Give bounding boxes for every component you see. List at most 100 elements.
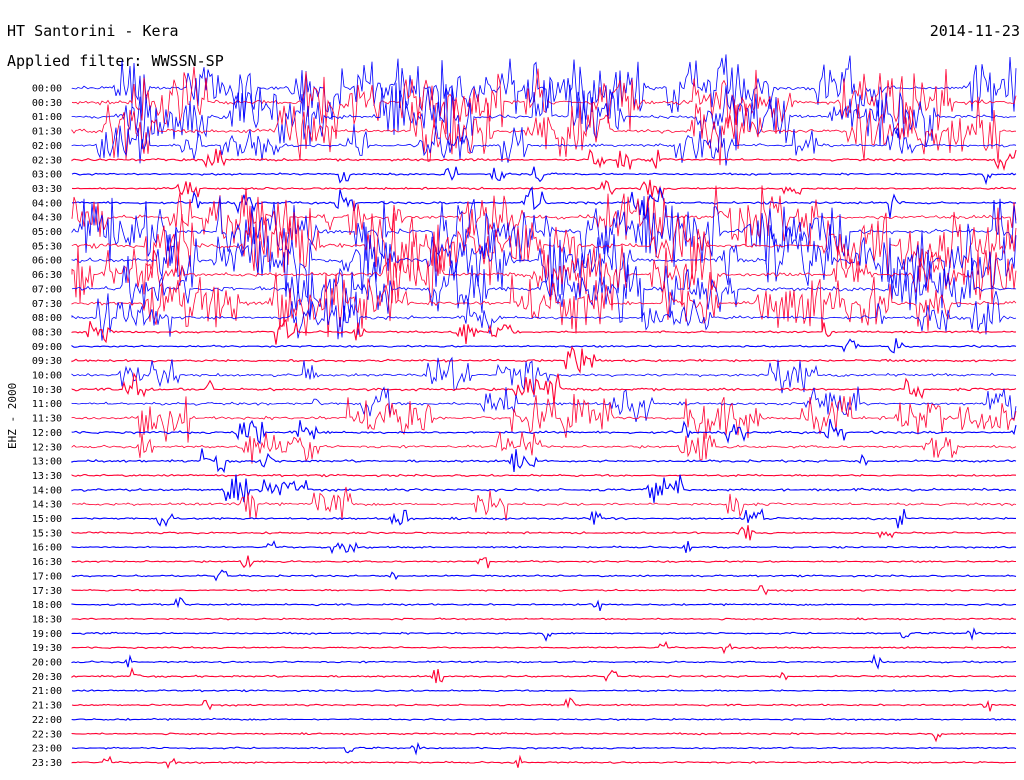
trace-line (71, 627, 1017, 642)
time-tick-label: 16:00 (32, 543, 62, 554)
trace-line (71, 54, 1017, 123)
trace-line (71, 486, 1017, 521)
trace-line (71, 585, 1017, 596)
trace-line (71, 474, 1017, 503)
trace-line (71, 653, 1017, 670)
time-tick-label: 04:30 (32, 213, 62, 224)
time-tick-label: 01:00 (32, 112, 62, 123)
trace-line (71, 386, 1017, 422)
time-tick-label: 13:30 (32, 471, 62, 482)
station-title: HT Santorini - Kera (7, 22, 179, 40)
trace-line (71, 372, 1017, 404)
trace-line (71, 507, 1016, 529)
trace-line (71, 473, 1017, 478)
trace-line (71, 448, 1017, 474)
time-tick-label: 20:30 (32, 672, 62, 683)
time-tick-label: 14:30 (32, 500, 62, 511)
trace-line (71, 431, 1017, 464)
trace-line (71, 697, 1017, 712)
time-tick-label: 13:00 (32, 457, 62, 468)
trace-line (71, 741, 1017, 756)
trace-line (71, 754, 1017, 770)
filter-prefix: Applied filter: (7, 52, 143, 70)
time-tick-label: 12:00 (32, 428, 62, 439)
trace-line (71, 196, 1017, 267)
time-tick-label: 05:30 (32, 241, 62, 252)
time-tick-label: 17:00 (32, 571, 62, 582)
time-tick-label: 15:30 (32, 528, 62, 539)
time-tick-label: 09:00 (32, 342, 62, 353)
time-tick-label: 03:00 (32, 170, 62, 181)
time-tick-label: 22:00 (32, 715, 62, 726)
trace-line (71, 271, 1017, 338)
time-tick-label: 12:30 (32, 442, 62, 453)
time-tick-label: 22:30 (32, 729, 62, 740)
trace-line (71, 338, 1017, 354)
time-tick-label: 19:30 (32, 643, 62, 654)
time-tick-label: 18:30 (32, 614, 62, 625)
time-tick-label: 23:30 (32, 758, 62, 769)
trace-line (71, 123, 1017, 166)
trace-line (71, 596, 1017, 612)
time-tick-label: 02:30 (32, 155, 62, 166)
trace-line (71, 318, 1017, 345)
trace-line (71, 205, 1017, 286)
trace-line (71, 666, 1017, 684)
trace-line (71, 617, 1016, 621)
trace-line (71, 290, 1017, 341)
trace-line (71, 731, 1016, 743)
time-tick-label: 21:30 (32, 701, 62, 712)
time-tick-label: 07:30 (32, 299, 62, 310)
time-tick-label: 09:30 (32, 356, 62, 367)
trace-line (71, 555, 1016, 569)
trace-line (71, 689, 1017, 693)
time-tick-label: 06:30 (32, 270, 62, 281)
time-tick-label: 08:30 (32, 327, 62, 338)
date-label: 2014-11-23 (929, 22, 1020, 40)
trace-line (71, 166, 1017, 186)
trace-line (71, 356, 1017, 398)
time-tick-label: 11:00 (32, 399, 62, 410)
trace-line (71, 717, 1017, 722)
trace-line (71, 640, 1017, 655)
trace-line (71, 255, 1017, 323)
time-tick-label: 05:00 (32, 227, 62, 238)
time-tick-label: 17:30 (32, 586, 62, 597)
time-tick-label: 01:30 (32, 127, 62, 138)
trace-line (71, 569, 1017, 582)
trace-line (71, 239, 1017, 311)
trace-line (71, 345, 1017, 374)
trace-line (71, 525, 1017, 541)
time-tick-label: 19:00 (32, 629, 62, 640)
trace-line (71, 185, 1017, 247)
time-tick-label: 16:30 (32, 557, 62, 568)
time-tick-label: 11:30 (32, 414, 62, 425)
filter-name: WWSSN-SP (151, 52, 224, 70)
time-tick-label: 23:00 (32, 744, 62, 755)
trace-line (71, 418, 1017, 445)
time-tick-label: 08:00 (32, 313, 62, 324)
time-tick-label: 02:00 (32, 141, 62, 152)
trace-line (71, 96, 1016, 166)
trace-line (71, 80, 1017, 151)
time-tick-label: 07:00 (32, 284, 62, 295)
trace-line (71, 66, 1017, 139)
time-tick-label: 18:00 (32, 600, 62, 611)
time-tick-label: 00:00 (32, 84, 62, 95)
time-tick-label: 03:30 (32, 184, 62, 195)
trace-line (71, 186, 1017, 221)
time-tick-label: 04:00 (32, 198, 62, 209)
time-tick-label: 21:00 (32, 686, 62, 697)
time-tick-label: 06:00 (32, 256, 62, 267)
seismogram-traces (71, 54, 1017, 770)
time-tick-label: 15:00 (32, 514, 62, 525)
trace-line (71, 393, 1017, 443)
time-tick-label: 20:00 (32, 658, 62, 669)
time-tick-labels: 00:00 00:30 01:00 01:30 02:00 02:30 03:00 03:30… (32, 84, 62, 769)
time-tick-label: 10:30 (32, 385, 62, 396)
trace-line (71, 179, 1017, 198)
time-tick-label: 10:00 (32, 371, 62, 382)
trace-line (71, 148, 1017, 172)
time-tick-label: 14:00 (32, 485, 62, 496)
time-tick-label: 00:30 (32, 98, 62, 109)
